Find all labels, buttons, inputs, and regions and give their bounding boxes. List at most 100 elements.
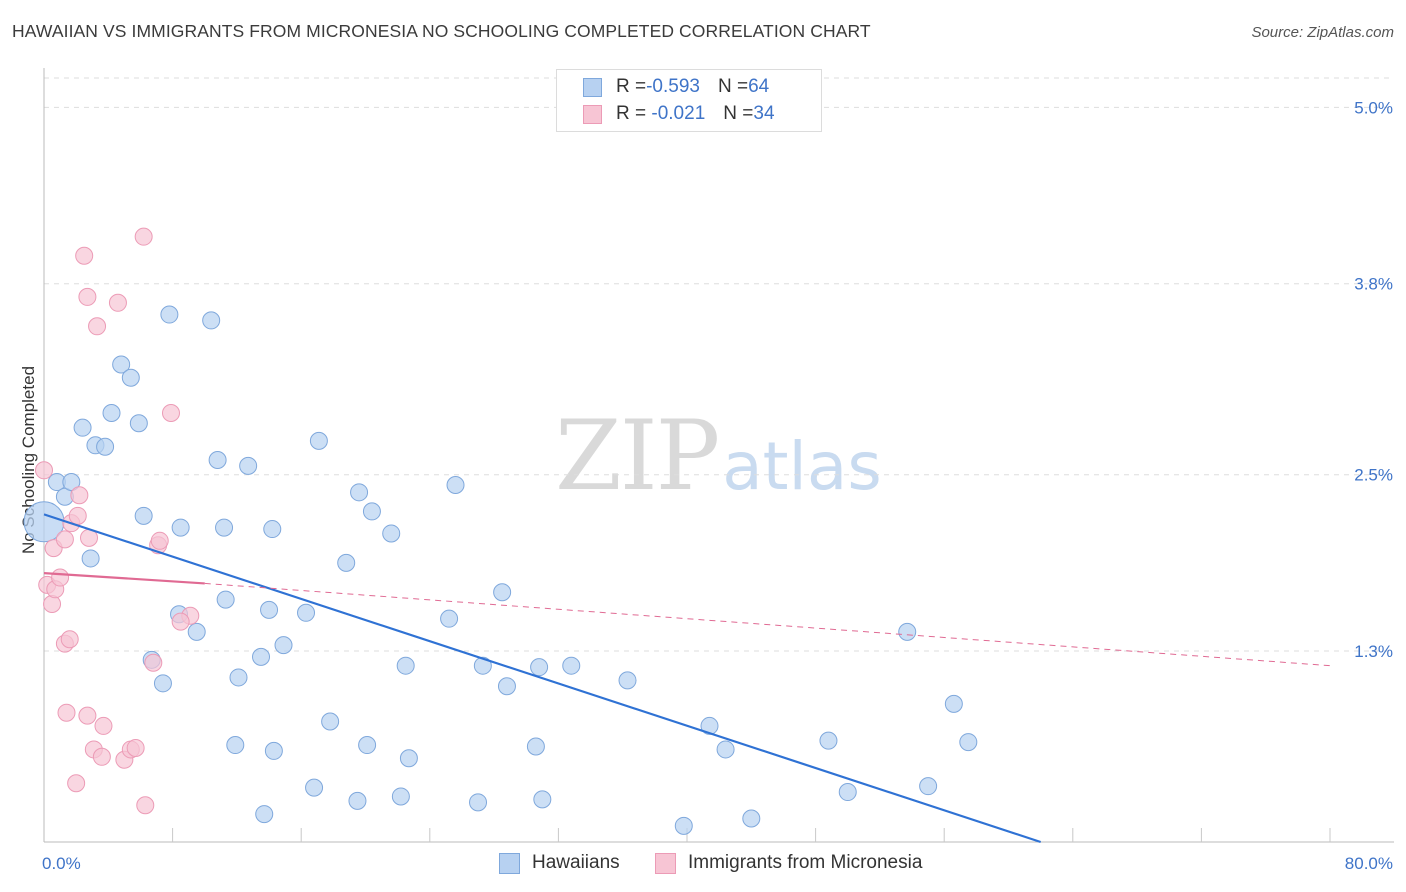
hawaiians-point — [446, 475, 465, 494]
legend-label-hawaiians: Hawaiians — [532, 852, 620, 873]
micronesia-point — [60, 630, 79, 649]
micronesia-point — [88, 317, 107, 336]
source-label: Source: ZipAtlas.com — [1251, 24, 1394, 41]
legend-n-label: N = — [723, 103, 754, 124]
hawaiians-point — [216, 590, 235, 609]
series-legend: Hawaiians Immigrants from Micronesia — [0, 852, 1406, 876]
hawaiians-point — [252, 647, 271, 666]
hawaiians-point — [350, 483, 369, 502]
hawaiians-point — [134, 506, 153, 525]
legend-r-label: R = — [616, 76, 647, 97]
legend-item-hawaiians: Hawaiians — [499, 852, 620, 874]
y-tick-label: 2.5% — [1354, 466, 1393, 485]
hawaiians-point — [255, 805, 274, 824]
y-tick-label: 1.3% — [1354, 642, 1393, 661]
hawaiians-point — [440, 609, 459, 628]
hawaiians-point — [129, 414, 148, 433]
hawaiians-point — [919, 777, 938, 796]
micronesia-point — [171, 612, 190, 631]
hawaiians-point — [112, 355, 131, 374]
legend-swatch-blue — [583, 77, 602, 97]
hawaiians-point — [309, 431, 328, 450]
hawaiians-point — [362, 502, 381, 521]
hawaiians-point — [497, 677, 516, 696]
legend-r-value: -0.593 — [646, 76, 700, 97]
hawaiians-point — [838, 783, 857, 802]
legend-swatch-blue — [499, 852, 520, 874]
hawaiians-point — [337, 553, 356, 572]
legend-swatch-pink — [583, 104, 602, 124]
legend-row-micronesia: R = -0.021 N = 34 — [583, 101, 775, 127]
hawaiians-point — [944, 694, 963, 713]
hawaiians-point — [264, 741, 283, 760]
micronesia-point — [67, 774, 86, 793]
hawaiians-point — [229, 668, 248, 687]
hawaiians-trend-line — [43, 513, 1041, 844]
micronesia-point — [144, 653, 163, 672]
hawaiians-point — [102, 403, 121, 422]
hawaiians-point — [469, 793, 488, 812]
legend-r-value: -0.021 — [646, 103, 706, 124]
hawaiians-point — [208, 451, 227, 469]
hawaiians-point — [121, 368, 140, 387]
hawaiians-point — [153, 674, 172, 693]
legend-item-micronesia: Immigrants from Micronesia — [655, 852, 922, 874]
hawaiians-point — [202, 311, 221, 330]
micronesia-point — [68, 506, 87, 525]
micronesia-point — [108, 293, 127, 312]
micronesia-point — [78, 706, 97, 725]
chart-title: HAWAIIAN VS IMMIGRANTS FROM MICRONESIA N… — [12, 21, 871, 41]
y-tick-label: 3.8% — [1354, 275, 1393, 294]
hawaiians-point — [348, 791, 367, 810]
hawaiians-point — [96, 437, 115, 456]
hawaiians-point — [226, 736, 245, 755]
hawaiians-point — [562, 656, 581, 675]
x-tick-label: 0.0% — [42, 854, 81, 873]
micronesia-point — [75, 246, 94, 265]
hawaiians-point — [700, 716, 719, 735]
micronesia-point — [51, 568, 70, 587]
hawaiians-point — [73, 418, 92, 437]
hawaiians-point — [898, 622, 917, 641]
micronesia-point — [92, 747, 111, 766]
hawaiians-point — [473, 656, 492, 675]
micronesia-point — [35, 461, 53, 480]
legend-n-label: N = — [717, 76, 749, 97]
micronesia-point — [94, 716, 113, 735]
micronesia-trend-line — [43, 572, 205, 585]
hawaiians-point — [819, 731, 838, 750]
hawaiians-point — [81, 549, 100, 568]
hawaiians-point — [382, 524, 401, 543]
hawaiians-point — [530, 658, 549, 677]
legend-n-value: 64 — [748, 76, 770, 97]
hawaiians-point — [391, 787, 410, 806]
hawaiians-point — [263, 520, 282, 539]
hawaiians-point — [493, 583, 512, 602]
correlation-legend: R = -0.593 N = 64 R = -0.021 N = 34 — [556, 69, 822, 132]
hawaiians-point — [297, 603, 316, 622]
hawaiians-point — [62, 473, 81, 492]
micronesia-point — [43, 594, 62, 613]
micronesia-point — [161, 403, 180, 422]
watermark-zip: ZIP — [555, 400, 720, 512]
hawaiians-point — [305, 778, 324, 797]
hawaiians-point — [674, 816, 693, 835]
y-tick-label: 5.0% — [1354, 98, 1393, 117]
hawaiians-point — [239, 456, 258, 475]
micronesia-point — [136, 796, 155, 815]
hawaiians-point — [959, 733, 978, 752]
hawaiians-point — [533, 790, 552, 809]
hawaiians-point — [160, 305, 179, 324]
legend-n-value: 34 — [753, 103, 775, 124]
micronesia-point — [57, 703, 76, 722]
micronesia-point — [78, 287, 97, 306]
hawaiians-point — [358, 736, 377, 755]
hawaiians-point — [526, 737, 545, 756]
hawaiians-point — [399, 749, 418, 768]
micronesia-point — [126, 738, 145, 757]
hawaiians-point — [396, 656, 415, 675]
micronesia-point — [134, 227, 153, 246]
legend-label-micronesia: Immigrants from Micronesia — [688, 852, 923, 873]
hawaiians-point — [618, 671, 637, 690]
